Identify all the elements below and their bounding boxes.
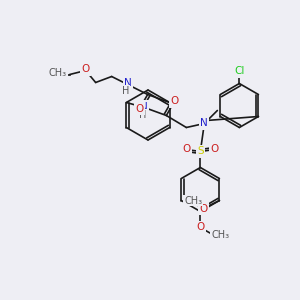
Text: H: H [122, 85, 129, 95]
Text: O: O [58, 70, 66, 80]
Text: O: O [210, 145, 218, 154]
Text: O: O [82, 64, 90, 74]
Text: O: O [182, 145, 190, 154]
Text: O: O [136, 103, 144, 113]
Text: N: N [200, 118, 208, 128]
Text: CH₃: CH₃ [184, 196, 202, 206]
Text: Cl: Cl [234, 67, 244, 76]
Text: O: O [170, 97, 178, 106]
Text: CH₃: CH₃ [211, 230, 230, 241]
Text: O: O [196, 223, 205, 232]
Text: H: H [139, 110, 146, 119]
Text: N: N [140, 101, 148, 112]
Text: N: N [124, 79, 131, 88]
Text: S: S [197, 146, 204, 157]
Text: O: O [199, 203, 208, 214]
Text: CH₃: CH₃ [49, 68, 67, 79]
